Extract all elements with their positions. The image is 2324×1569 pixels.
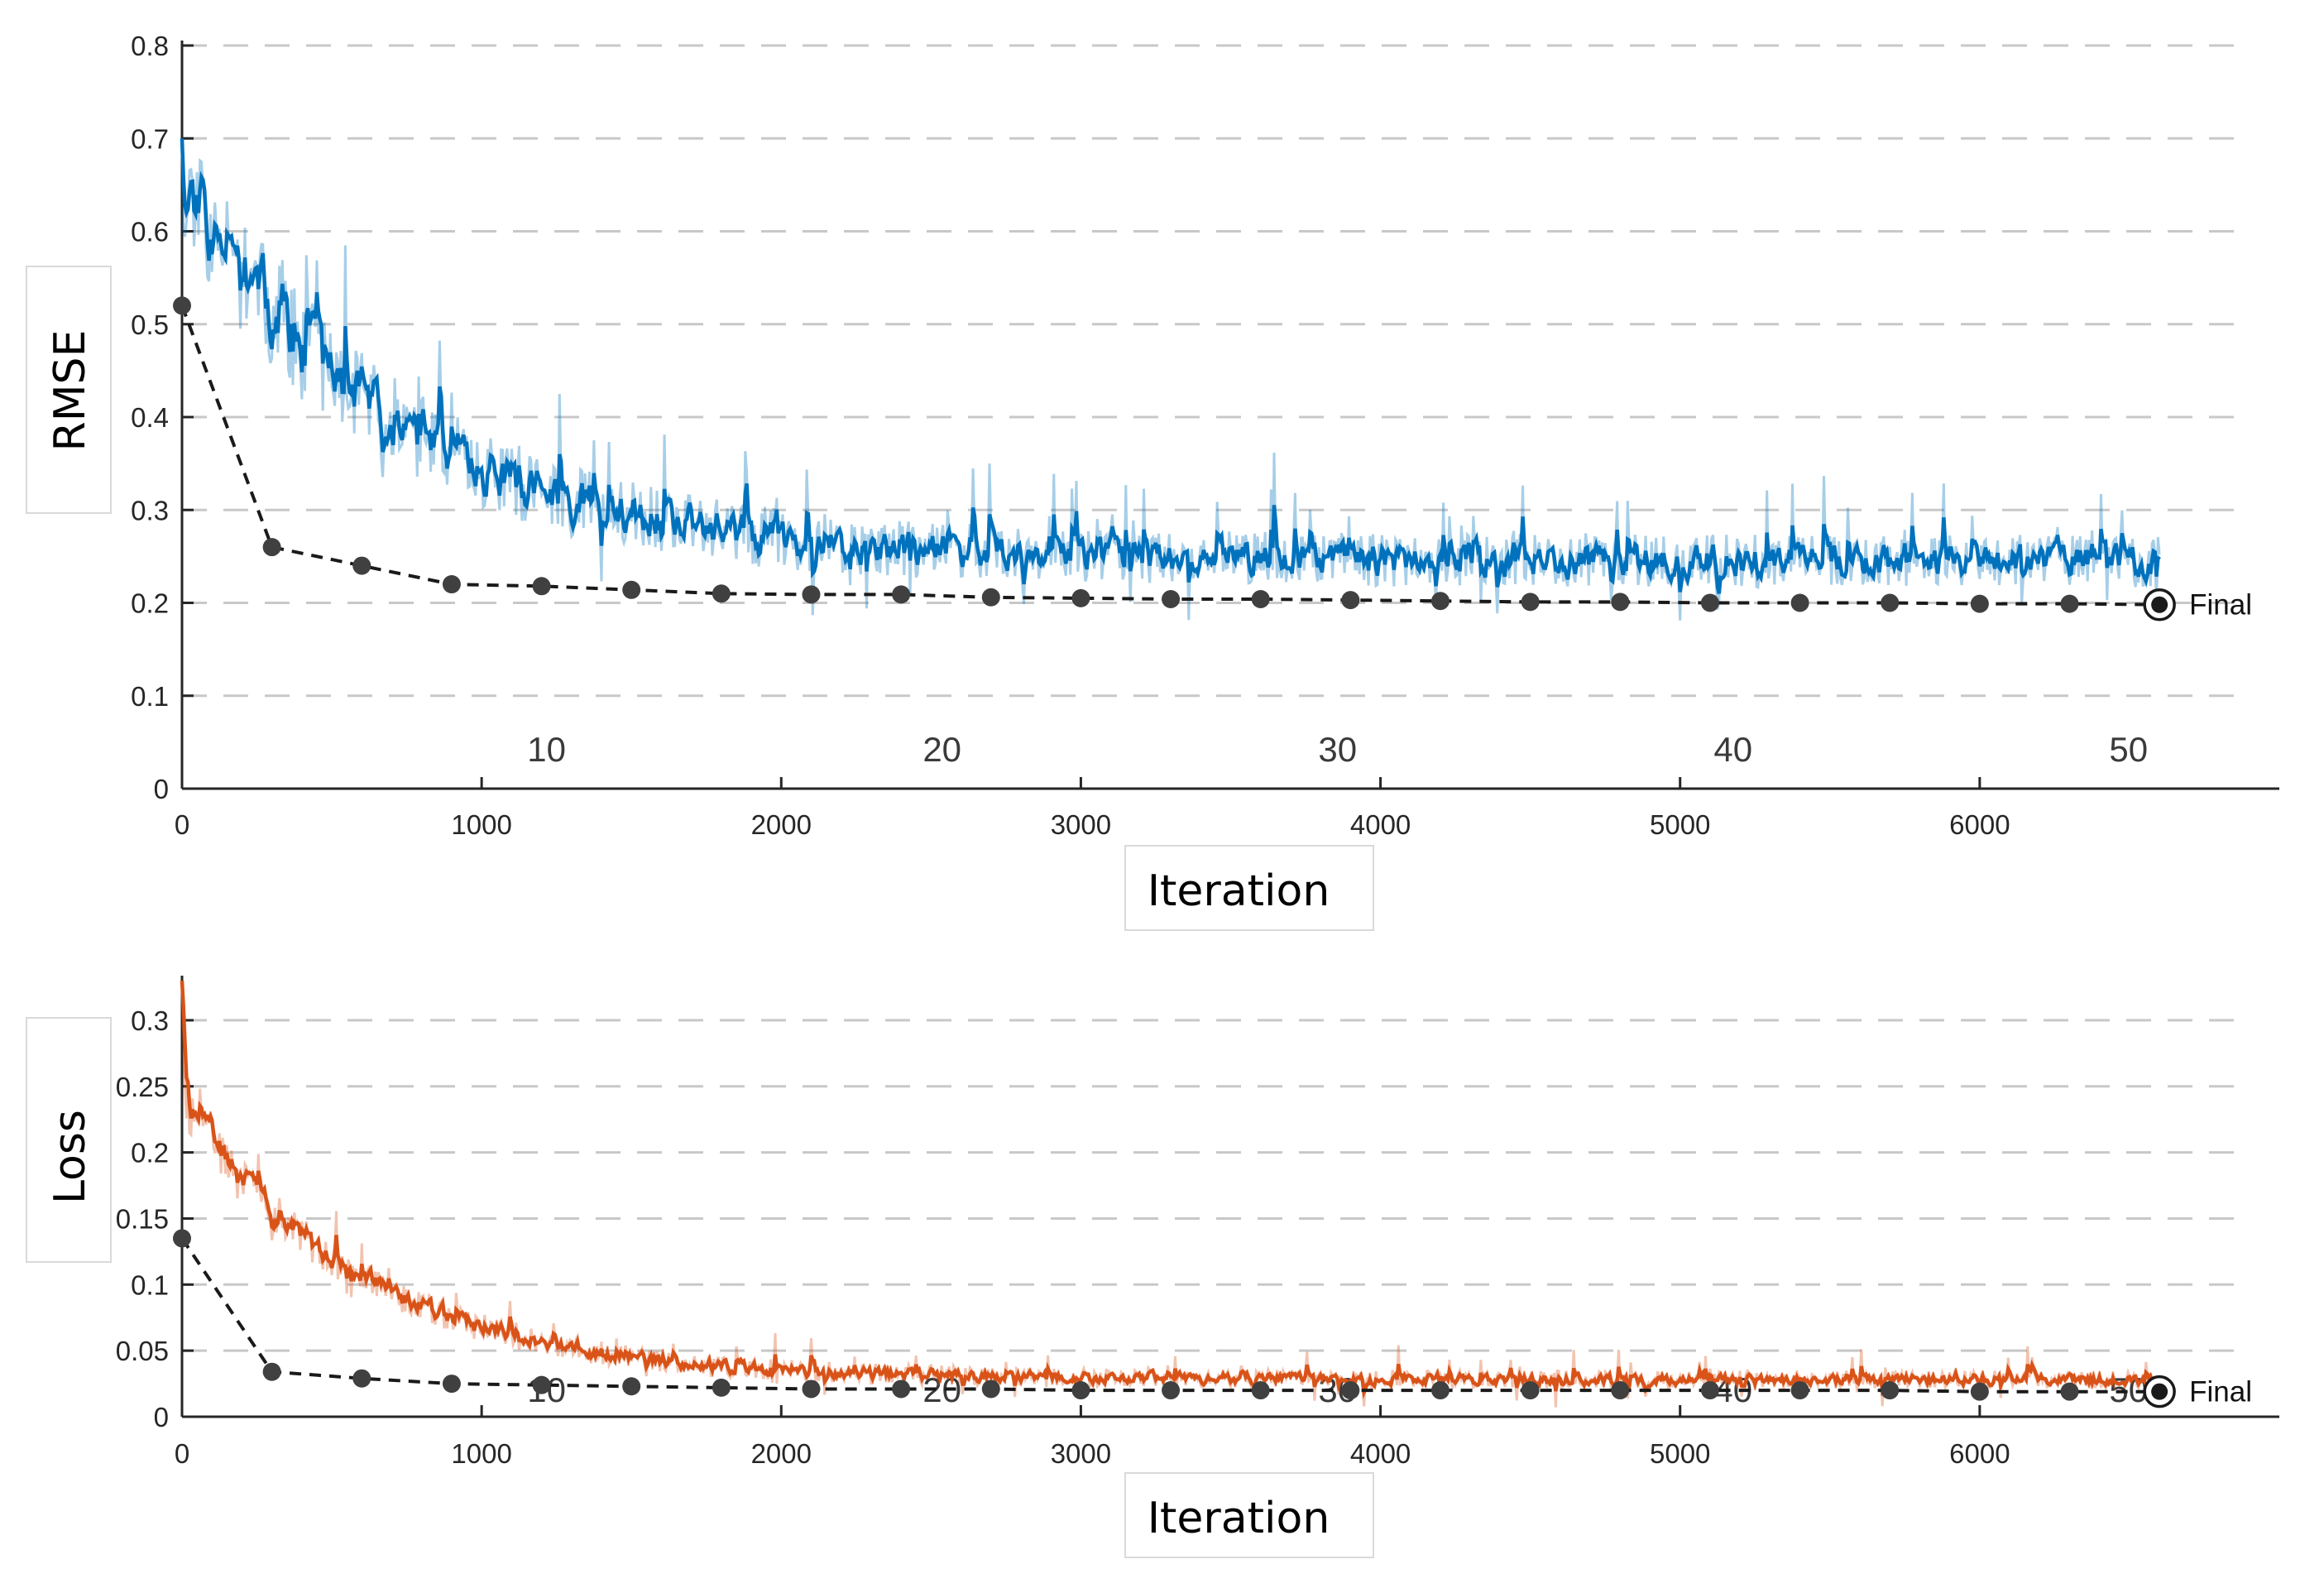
y-tick-label: 0.25 <box>116 1072 169 1102</box>
x-tick-label: 2000 <box>751 1438 812 1469</box>
epoch-label: 40 <box>1713 730 1752 769</box>
y-tick-label: 0.8 <box>131 31 169 61</box>
validation-point <box>981 1379 1000 1399</box>
validation-point <box>1970 1382 1989 1401</box>
validation-point <box>352 556 371 575</box>
y-tick-label: 0.2 <box>131 1138 169 1168</box>
validation-point <box>1790 1381 1809 1400</box>
x-tick-label: 3000 <box>1051 809 1111 840</box>
validation-point <box>981 588 1000 607</box>
validation-point <box>1611 593 1630 612</box>
validation-point <box>1162 1381 1181 1400</box>
validation-point <box>1341 1381 1360 1400</box>
validation-point <box>1700 593 1719 612</box>
validation-point <box>1881 1381 1900 1400</box>
validation-point <box>802 585 821 604</box>
x-tick-label: 0 <box>175 809 189 840</box>
training-smoothed-line <box>180 138 2161 594</box>
x-tick-label: 2000 <box>751 809 812 840</box>
final-marker-dot <box>2151 1383 2168 1400</box>
validation-point <box>352 1369 371 1388</box>
validation-point <box>1521 1381 1540 1400</box>
loss-panel: 0 0.05 0.1 0.15 0.2 0.25 0.3 0 1000 2000 3000 4000 5… <box>26 976 2279 1558</box>
validation-point <box>2060 1382 2079 1401</box>
epoch-label: 30 <box>1318 730 1357 769</box>
training-raw-line <box>180 980 2161 1408</box>
validation-point <box>892 585 911 604</box>
x-tick-label: 6000 <box>1949 809 2010 840</box>
y-tick-label: 0.05 <box>116 1336 169 1366</box>
x-axis-title: Iteration <box>1148 866 1330 916</box>
validation-point <box>1970 594 1989 613</box>
y-axis-title-box <box>26 1017 112 1263</box>
final-label: Final <box>2189 1376 2252 1408</box>
training-raw-line <box>180 138 2161 621</box>
x-tick-label: 4000 <box>1350 1438 1411 1469</box>
y-tick-label: 0.4 <box>131 402 169 433</box>
validation-point <box>802 1379 821 1399</box>
validation-point <box>1790 593 1809 612</box>
validation-point <box>892 1379 911 1399</box>
validation-point <box>532 1375 551 1394</box>
epoch-label: 50 <box>2109 730 2148 769</box>
x-tick-label: 5000 <box>1650 809 1710 840</box>
validation-point <box>1521 593 1540 612</box>
x-tick-label: 4000 <box>1350 809 1411 840</box>
y-tick-label: 0.7 <box>131 123 169 154</box>
y-tick-label: 0.3 <box>131 1005 169 1036</box>
x-axis-title-box <box>1124 845 1374 931</box>
x-tick-label: 0 <box>175 1438 189 1469</box>
validation-point <box>1341 591 1360 610</box>
y-tick-label: 0.3 <box>131 495 169 525</box>
validation-point <box>1700 1381 1719 1400</box>
validation-point <box>1071 1381 1090 1400</box>
y-tick-label: 0.1 <box>131 681 169 712</box>
x-tick-label: 3000 <box>1051 1438 1111 1469</box>
validation-point <box>262 538 281 557</box>
y-tick-label: 0.6 <box>131 217 169 247</box>
rmse-panel: 0 0.1 0.2 0.3 0.4 0.5 0.6 0.7 0.8 0 1000 2000 3000 40… <box>26 31 2279 931</box>
x-tick-label: 6000 <box>1949 1438 2010 1469</box>
y-tick-label: 0.2 <box>131 588 169 619</box>
validation-point <box>1431 1381 1450 1400</box>
y-axis-title-box <box>26 266 112 514</box>
validation-point <box>262 1362 281 1381</box>
validation-point <box>2060 594 2079 613</box>
validation-point <box>173 296 191 315</box>
y-tick-label: 0 <box>154 1402 169 1432</box>
y-axis-title: RMSE <box>46 330 95 452</box>
validation-point <box>1162 590 1181 609</box>
x-axis-title: Iteration <box>1148 1494 1330 1543</box>
y-tick-label: 0.5 <box>131 309 169 340</box>
validation-point <box>173 1229 191 1248</box>
x-tick-label: 1000 <box>451 1438 511 1469</box>
validation-point <box>532 577 551 596</box>
y-tick-label: 0.1 <box>131 1269 169 1300</box>
validation-point <box>1881 593 1900 612</box>
validation-point <box>1611 1381 1630 1400</box>
validation-point <box>622 1377 641 1396</box>
x-tick-label: 1000 <box>451 809 511 840</box>
y-tick-label: 0 <box>154 774 169 804</box>
epoch-label: 20 <box>922 730 961 769</box>
validation-point <box>442 1375 461 1394</box>
final-label: Final <box>2189 589 2252 621</box>
y-axis-title: Loss <box>46 1110 95 1204</box>
validation-point <box>1431 592 1450 611</box>
y-tick-label: 0.15 <box>116 1203 169 1234</box>
final-marker-dot <box>2151 596 2168 613</box>
validation-point <box>442 575 461 594</box>
x-tick-label: 5000 <box>1650 1438 1710 1469</box>
x-axis-title-box <box>1124 1472 1374 1558</box>
training-smoothed-line <box>180 980 2161 1399</box>
validation-point <box>1071 588 1090 607</box>
validation-point <box>712 1378 731 1397</box>
validation-point <box>1251 590 1270 609</box>
epoch-label: 10 <box>527 730 566 769</box>
validation-point <box>712 584 731 603</box>
validation-point <box>1251 1381 1270 1400</box>
validation-point <box>622 580 641 599</box>
